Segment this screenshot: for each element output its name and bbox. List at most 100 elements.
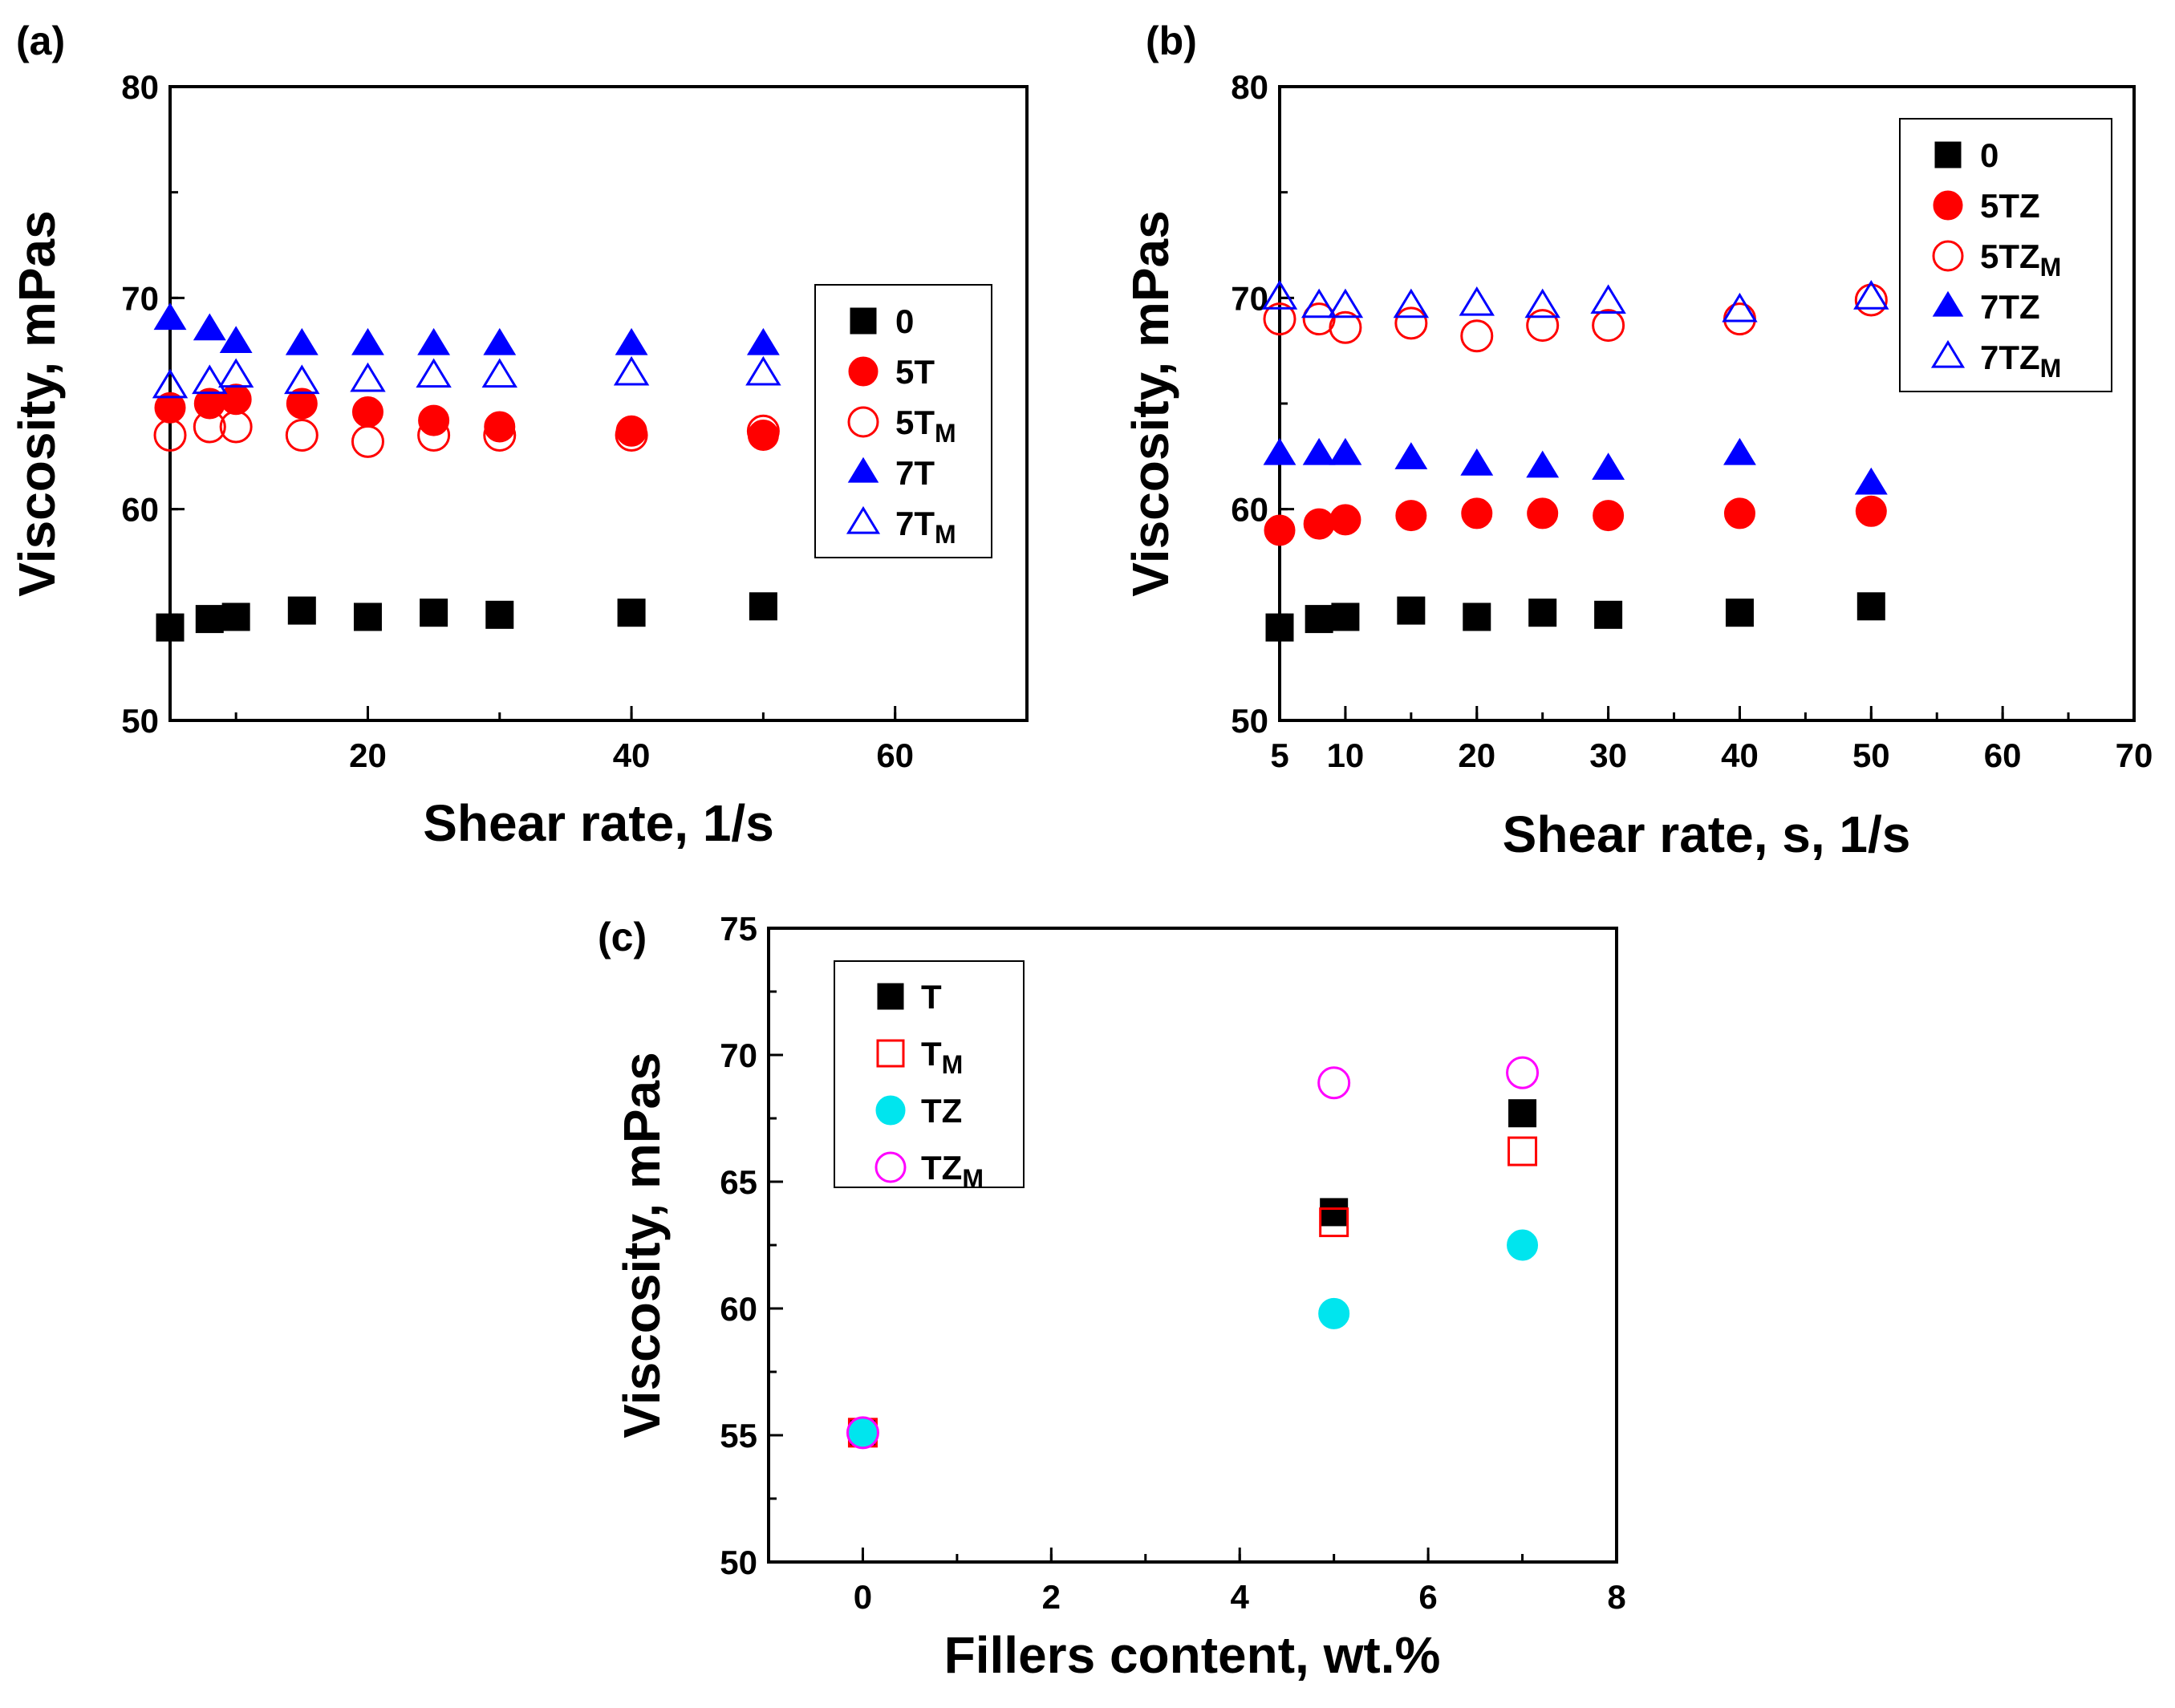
legend-marker [876,1039,905,1068]
data-point [481,358,517,388]
data-point [285,419,319,452]
data-point [153,302,187,331]
data-point [221,602,250,631]
data-point [417,327,451,355]
series-0-points [1265,592,1885,642]
data-point [1302,302,1336,336]
x-tick-label: 70 [2116,736,2153,774]
data-point [1303,508,1335,540]
data-point [1261,280,1298,310]
data-point [1725,598,1754,627]
series-7TZ-points [1263,437,1888,495]
data-point [1265,613,1294,642]
legend-label: 5TZ [1980,187,2040,225]
legend-label: 5TZM [1980,237,2061,282]
y-tick-label: 55 [720,1417,757,1454]
data-point [152,368,189,399]
data-point [1528,598,1557,627]
data-point [1856,592,1885,621]
plot-frame [767,927,1618,1564]
data-point [1263,437,1296,465]
legend-marker [1932,290,1964,317]
data-point [1508,1099,1537,1128]
data-point [846,1416,879,1450]
data-point [192,364,228,395]
data-point [1723,437,1756,465]
data-point [1317,1066,1351,1100]
legend-label: 0 [1980,136,1998,174]
data-point [351,424,384,458]
legend-marker [1934,141,1962,168]
chart-panel-b: (b) 5 10 20 30 40 50 60 70 50 60 70 80 Shear rate, s,… [1122,18,2153,863]
data-point [219,326,253,354]
legend-label: TZM [921,1149,984,1193]
x-tick-label: 50 [1852,736,1890,774]
data-point [195,605,224,634]
data-point [1331,602,1360,631]
data-point [1524,288,1560,318]
data-point [417,419,451,452]
y-tick-label: 65 [720,1163,757,1201]
data-point [1329,437,1362,465]
legend-marker [875,1095,906,1126]
data-point [615,419,648,452]
legend-marker [1930,339,1966,368]
y-axis-title: Viscosity, mPas [8,210,66,596]
legend-label: 7TZ [1980,288,2040,326]
data-point [193,410,226,444]
data-point [219,410,253,444]
data-point [420,598,448,627]
x-tick-label: 60 [876,736,914,774]
data-point [485,600,514,629]
data-point [1397,596,1426,625]
x-tick-label: 6 [1418,1578,1437,1616]
data-point [1723,497,1755,529]
legend-label: 5TM [895,404,956,448]
data-point [1329,310,1362,344]
data-point [1463,602,1491,631]
series-7T-points [153,302,780,355]
y-tick-label: 80 [121,68,159,106]
series-5T-M-points [153,410,780,458]
data-point [1723,302,1756,336]
data-point [1263,302,1296,336]
series-5TZ-M-points [1263,283,1888,353]
legend-label: 5T [895,353,935,391]
data-point [1527,497,1559,529]
data-point [1393,288,1430,318]
data-point [1301,288,1337,318]
data-point [1722,292,1758,323]
x-tick-label: 30 [1589,736,1627,774]
x-tick-label: 8 [1607,1578,1625,1616]
series-0-points [156,592,777,642]
y-tick-label: 70 [121,279,159,317]
legend: 0 5T 5TM 7T 7TM [814,284,992,558]
legend: 0 5TZ 5TZM 7TZ 7TZM [1899,118,2112,392]
data-point [1319,1207,1349,1238]
data-point [617,598,646,627]
data-point [484,411,516,443]
data-point [749,592,777,621]
y-tick-label: 75 [720,910,757,947]
data-point [416,358,452,388]
x-tick-label: 60 [1984,736,2022,774]
data-point [1590,284,1626,314]
legend-box [834,960,1025,1188]
legend-label: T [921,978,942,1016]
data-point [1460,448,1494,476]
data-point [1460,319,1494,353]
data-point [1506,1056,1540,1089]
panel-label: (c) [598,915,647,959]
legend-label: 0 [895,302,914,340]
data-point [1507,1136,1538,1166]
data-point [1854,283,1888,317]
data-point [1594,600,1623,629]
legend-marker [874,1151,907,1183]
data-point [193,313,226,341]
data-point [154,392,186,424]
data-point [1327,288,1364,318]
legend-box [814,284,992,558]
y-tick-label: 70 [720,1037,757,1074]
y-tick-label: 80 [1231,68,1268,106]
